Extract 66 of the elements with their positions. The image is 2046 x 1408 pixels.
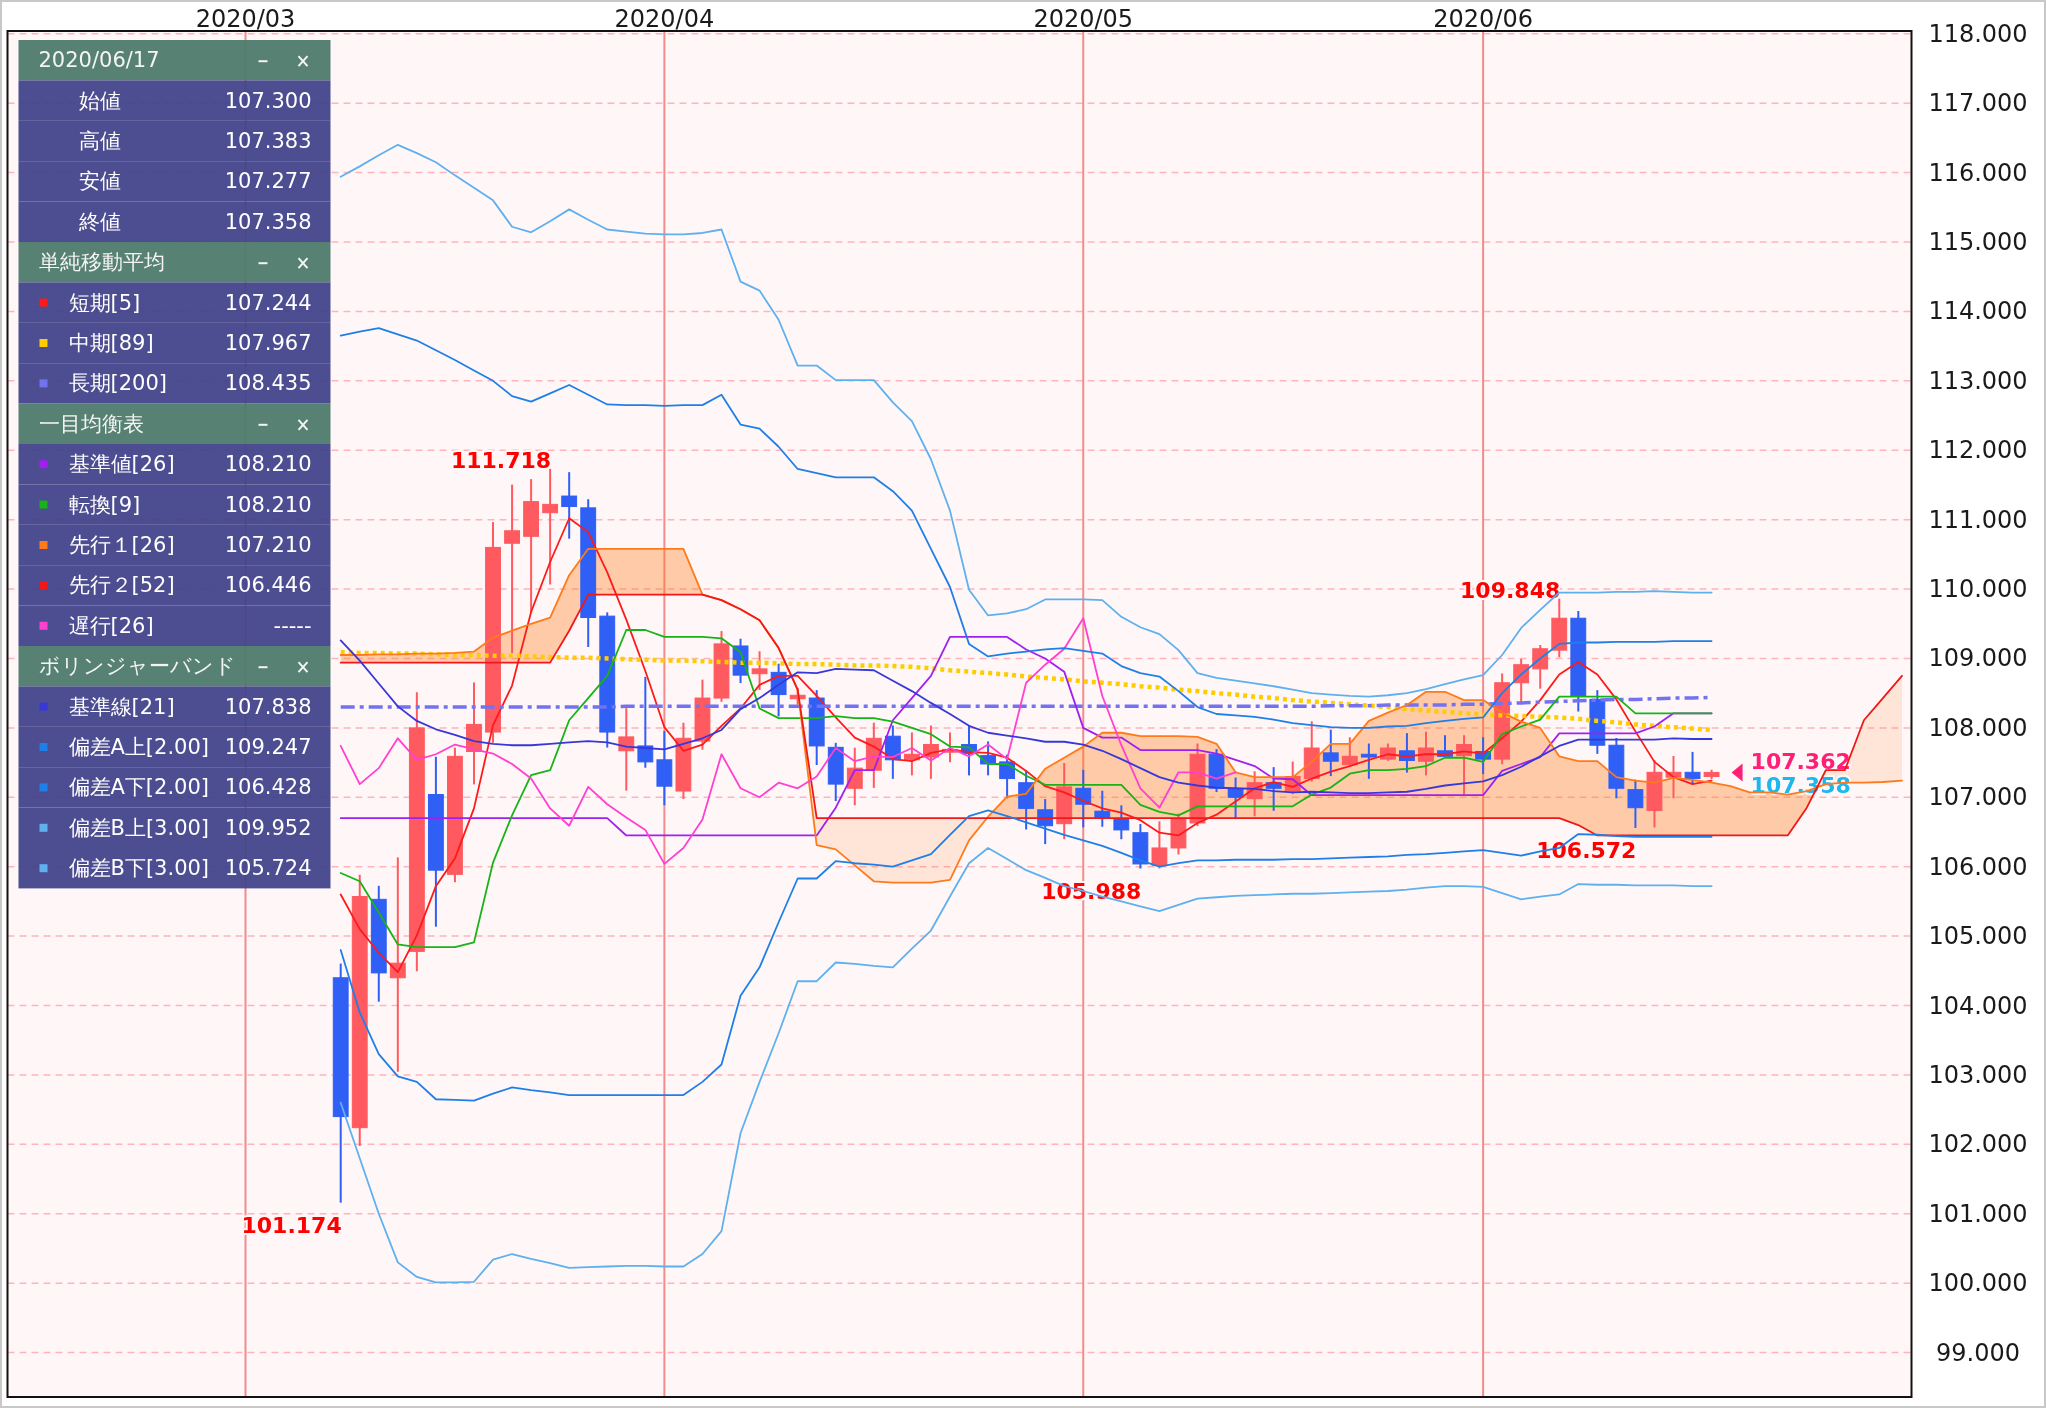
legend-label: 短期[5] xyxy=(68,290,141,315)
legend-label: 偏差B下[3.00] xyxy=(68,856,210,881)
y-tick-label: 118.000 xyxy=(1928,19,2028,48)
legend-label: 転換[9] xyxy=(68,492,141,517)
annotation: 安値 xyxy=(78,169,121,194)
y-tick-label: 114.000 xyxy=(1928,297,2028,326)
y-tick-label: 102.000 xyxy=(1928,1130,2028,1159)
annotation: 107.838 xyxy=(224,694,312,719)
annotation: 106.428 xyxy=(224,775,312,800)
y-tick-label: 109.000 xyxy=(1928,644,2028,673)
legend-label: 基準値[26] xyxy=(68,452,175,477)
y-tick-label: 108.000 xyxy=(1928,713,2028,742)
value-label: 109.848 xyxy=(1460,577,1561,603)
annotation: 107.210 xyxy=(224,533,312,557)
annotation: 107.383 xyxy=(224,129,312,153)
annotation: 高値 xyxy=(78,129,121,153)
y-tick-label: 113.000 xyxy=(1928,366,2028,395)
y-tick-label: 101.000 xyxy=(1928,1199,2028,1228)
legend-label: 先行２[52] xyxy=(68,573,175,598)
y-tick-label: 106.000 xyxy=(1928,852,2028,881)
annotation: 始値 xyxy=(78,88,121,113)
y-tick-label: 111.000 xyxy=(1928,505,2028,534)
y-tick-label: 110.000 xyxy=(1928,575,2028,604)
x-tick-label: 2020/04 xyxy=(614,5,715,33)
y-tick-label: 116.000 xyxy=(1928,158,2028,187)
annotation: 106.446 xyxy=(224,573,312,598)
annotation: 107.358 xyxy=(224,209,312,234)
annotation: 2020/06/17 xyxy=(38,48,160,73)
value-label: 101.174 xyxy=(241,1212,342,1238)
y-tick-label: 99.000 xyxy=(1936,1338,2020,1367)
annotation: 108.210 xyxy=(224,492,312,517)
y-tick-label: 112.000 xyxy=(1928,436,2028,465)
y-tick-label: 115.000 xyxy=(1928,228,2028,257)
y-tick-label: 105.000 xyxy=(1928,922,2028,951)
legend-label: 偏差A下[2.00] xyxy=(68,775,210,800)
annotation: 107.277 xyxy=(224,169,312,194)
value-label: 111.718 xyxy=(450,447,552,473)
annotation: 105.724 xyxy=(224,856,312,881)
value-label: 106.572 xyxy=(1536,838,1637,863)
legend-label: 基準線[21] xyxy=(68,694,175,719)
annotation: 一目均衡表 xyxy=(38,411,144,436)
x-tick-label: 2020/03 xyxy=(195,5,296,33)
annotation: 108.435 xyxy=(224,371,312,396)
y-tick-label: 104.000 xyxy=(1928,991,2028,1020)
annotation: ----- xyxy=(273,613,312,638)
legend-label: 遅行[26] xyxy=(68,613,154,638)
annotation: 109.247 xyxy=(224,735,312,759)
y-tick-label: 107.000 xyxy=(1928,783,2028,812)
legend-label: 長期[200] xyxy=(68,371,167,396)
annotation: ボリンジャーバンド xyxy=(38,654,236,679)
annotation: 109.952 xyxy=(224,815,312,840)
x-tick-label: 2020/05 xyxy=(1033,5,1134,33)
annotation: 107.244 xyxy=(224,290,312,315)
annotation: 107.300 xyxy=(224,88,312,113)
legend-label: 先行１[26] xyxy=(68,533,175,557)
x-tick-label: 2020/06 xyxy=(1433,5,1533,33)
annotation: 108.210 xyxy=(224,452,312,477)
y-tick-label: 103.000 xyxy=(1928,1060,2028,1089)
legend-label: 中期[89] xyxy=(68,331,154,355)
annotation: 107.967 xyxy=(224,331,312,355)
legend-label: 偏差A上[2.00] xyxy=(68,735,210,759)
annotation: 単純移動平均 xyxy=(38,250,165,275)
y-tick-label: 117.000 xyxy=(1928,89,2028,118)
annotation: 終値 xyxy=(77,209,121,234)
y-tick-label: 100.000 xyxy=(1928,1269,2028,1298)
legend-label: 偏差B上[3.00] xyxy=(68,815,210,840)
